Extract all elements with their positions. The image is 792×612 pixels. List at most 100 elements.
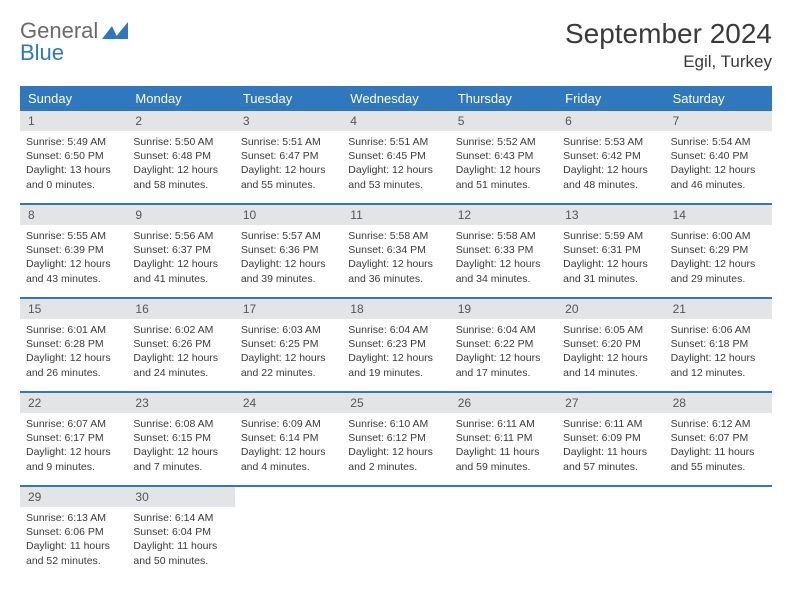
- weekday-header: Saturday: [665, 86, 772, 111]
- day-body: Sunrise: 5:58 AMSunset: 6:34 PMDaylight:…: [342, 225, 449, 292]
- daylight-line: Daylight: 12 hours and 24 minutes.: [133, 351, 228, 379]
- daylight-line: Daylight: 11 hours and 52 minutes.: [26, 539, 121, 567]
- day-cell: 16Sunrise: 6:02 AMSunset: 6:26 PMDayligh…: [127, 299, 234, 391]
- day-cell: 18Sunrise: 6:04 AMSunset: 6:23 PMDayligh…: [342, 299, 449, 391]
- month-title: September 2024: [565, 18, 772, 50]
- sunrise-line: Sunrise: 5:53 AM: [563, 135, 658, 149]
- day-body: Sunrise: 6:11 AMSunset: 6:09 PMDaylight:…: [557, 413, 664, 480]
- sunset-line: Sunset: 6:28 PM: [26, 337, 121, 351]
- day-number: 19: [450, 299, 557, 319]
- day-number: 10: [235, 205, 342, 225]
- location-label: Egil, Turkey: [565, 52, 772, 72]
- day-cell: 19Sunrise: 6:04 AMSunset: 6:22 PMDayligh…: [450, 299, 557, 391]
- day-number: 30: [127, 487, 234, 507]
- page-header: General September 2024 Egil, Turkey: [20, 18, 772, 72]
- day-body: Sunrise: 5:56 AMSunset: 6:37 PMDaylight:…: [127, 225, 234, 292]
- day-number: 15: [20, 299, 127, 319]
- day-number: 25: [342, 393, 449, 413]
- sunrise-line: Sunrise: 6:01 AM: [26, 323, 121, 337]
- sunrise-line: Sunrise: 6:09 AM: [241, 417, 336, 431]
- sunset-line: Sunset: 6:37 PM: [133, 243, 228, 257]
- day-body: Sunrise: 5:49 AMSunset: 6:50 PMDaylight:…: [20, 131, 127, 198]
- daylight-line: Daylight: 12 hours and 58 minutes.: [133, 163, 228, 191]
- day-body: Sunrise: 6:06 AMSunset: 6:18 PMDaylight:…: [665, 319, 772, 386]
- sunset-line: Sunset: 6:17 PM: [26, 431, 121, 445]
- day-cell: 20Sunrise: 6:05 AMSunset: 6:20 PMDayligh…: [557, 299, 664, 391]
- day-cell: 26Sunrise: 6:11 AMSunset: 6:11 PMDayligh…: [450, 393, 557, 485]
- day-body: Sunrise: 6:13 AMSunset: 6:06 PMDaylight:…: [20, 507, 127, 574]
- day-body: Sunrise: 6:04 AMSunset: 6:22 PMDaylight:…: [450, 319, 557, 386]
- day-number: 16: [127, 299, 234, 319]
- weekday-header: Monday: [127, 86, 234, 111]
- sunrise-line: Sunrise: 5:56 AM: [133, 229, 228, 243]
- empty-cell: [342, 487, 449, 579]
- day-body: Sunrise: 6:07 AMSunset: 6:17 PMDaylight:…: [20, 413, 127, 480]
- day-number: 27: [557, 393, 664, 413]
- weekday-header: Thursday: [450, 86, 557, 111]
- sunset-line: Sunset: 6:45 PM: [348, 149, 443, 163]
- sunset-line: Sunset: 6:12 PM: [348, 431, 443, 445]
- sunset-line: Sunset: 6:09 PM: [563, 431, 658, 445]
- daylight-line: Daylight: 12 hours and 9 minutes.: [26, 445, 121, 473]
- sunset-line: Sunset: 6:29 PM: [671, 243, 766, 257]
- day-body: Sunrise: 5:55 AMSunset: 6:39 PMDaylight:…: [20, 225, 127, 292]
- day-body: Sunrise: 6:03 AMSunset: 6:25 PMDaylight:…: [235, 319, 342, 386]
- day-body: Sunrise: 6:12 AMSunset: 6:07 PMDaylight:…: [665, 413, 772, 480]
- day-cell: 24Sunrise: 6:09 AMSunset: 6:14 PMDayligh…: [235, 393, 342, 485]
- sunset-line: Sunset: 6:07 PM: [671, 431, 766, 445]
- day-cell: 23Sunrise: 6:08 AMSunset: 6:15 PMDayligh…: [127, 393, 234, 485]
- sunset-line: Sunset: 6:23 PM: [348, 337, 443, 351]
- day-number: 3: [235, 111, 342, 131]
- day-cell: 15 Sunrise: 6:01 AMSunset: 6:28 PMDayligh…: [20, 299, 127, 391]
- daylight-line: Daylight: 12 hours and 34 minutes.: [456, 257, 551, 285]
- daylight-line: Daylight: 12 hours and 19 minutes.: [348, 351, 443, 379]
- day-cell: 4Sunrise: 5:51 AMSunset: 6:45 PMDaylight…: [342, 111, 449, 203]
- day-body: Sunrise: 6:09 AMSunset: 6:14 PMDaylight:…: [235, 413, 342, 480]
- day-number: 21: [665, 299, 772, 319]
- daylight-line: Daylight: 12 hours and 55 minutes.: [241, 163, 336, 191]
- day-cell: 29Sunrise: 6:13 AMSunset: 6:06 PMDayligh…: [20, 487, 127, 579]
- sunset-line: Sunset: 6:06 PM: [26, 525, 121, 539]
- daylight-line: Daylight: 12 hours and 7 minutes.: [133, 445, 228, 473]
- sunset-line: Sunset: 6:26 PM: [133, 337, 228, 351]
- sunrise-line: Sunrise: 5:49 AM: [26, 135, 121, 149]
- daylight-line: Daylight: 13 hours and 0 minutes.: [26, 163, 121, 191]
- sunrise-line: Sunrise: 6:02 AM: [133, 323, 228, 337]
- daylight-line: Daylight: 12 hours and 2 minutes.: [348, 445, 443, 473]
- day-number: 6: [557, 111, 664, 131]
- day-body: Sunrise: 6:08 AMSunset: 6:15 PMDaylight:…: [127, 413, 234, 480]
- sunset-line: Sunset: 6:04 PM: [133, 525, 228, 539]
- day-body: Sunrise: 6:05 AMSunset: 6:20 PMDaylight:…: [557, 319, 664, 386]
- sunrise-line: Sunrise: 6:00 AM: [671, 229, 766, 243]
- day-number: 28: [665, 393, 772, 413]
- day-body: Sunrise: 6:11 AMSunset: 6:11 PMDaylight:…: [450, 413, 557, 480]
- sunset-line: Sunset: 6:20 PM: [563, 337, 658, 351]
- day-number: 9: [127, 205, 234, 225]
- day-number: 5: [450, 111, 557, 131]
- day-body: Sunrise: 5:58 AMSunset: 6:33 PMDaylight:…: [450, 225, 557, 292]
- empty-cell: [450, 487, 557, 579]
- sunrise-line: Sunrise: 6:14 AM: [133, 511, 228, 525]
- sunset-line: Sunset: 6:11 PM: [456, 431, 551, 445]
- sunset-line: Sunset: 6:47 PM: [241, 149, 336, 163]
- daylight-line: Daylight: 12 hours and 41 minutes.: [133, 257, 228, 285]
- sunset-line: Sunset: 6:33 PM: [456, 243, 551, 257]
- day-cell: 1Sunrise: 5:49 AMSunset: 6:50 PMDaylight…: [20, 111, 127, 203]
- day-cell: 3Sunrise: 5:51 AMSunset: 6:47 PMDaylight…: [235, 111, 342, 203]
- day-number: 26: [450, 393, 557, 413]
- day-cell: 9Sunrise: 5:56 AMSunset: 6:37 PMDaylight…: [127, 205, 234, 297]
- daylight-line: Daylight: 12 hours and 26 minutes.: [26, 351, 121, 379]
- sunset-line: Sunset: 6:50 PM: [26, 149, 121, 163]
- day-body: Sunrise: 6:02 AMSunset: 6:26 PMDaylight:…: [127, 319, 234, 386]
- sunset-line: Sunset: 6:42 PM: [563, 149, 658, 163]
- daylight-line: Daylight: 12 hours and 14 minutes.: [563, 351, 658, 379]
- sunrise-line: Sunrise: 5:57 AM: [241, 229, 336, 243]
- day-cell: 27Sunrise: 6:11 AMSunset: 6:09 PMDayligh…: [557, 393, 664, 485]
- day-body: Sunrise: 6:10 AMSunset: 6:12 PMDaylight:…: [342, 413, 449, 480]
- daylight-line: Daylight: 12 hours and 36 minutes.: [348, 257, 443, 285]
- daylight-line: Daylight: 11 hours and 57 minutes.: [563, 445, 658, 473]
- sunset-line: Sunset: 6:31 PM: [563, 243, 658, 257]
- sunset-line: Sunset: 6:40 PM: [671, 149, 766, 163]
- sunset-line: Sunset: 6:25 PM: [241, 337, 336, 351]
- sunrise-line: Sunrise: 5:55 AM: [26, 229, 121, 243]
